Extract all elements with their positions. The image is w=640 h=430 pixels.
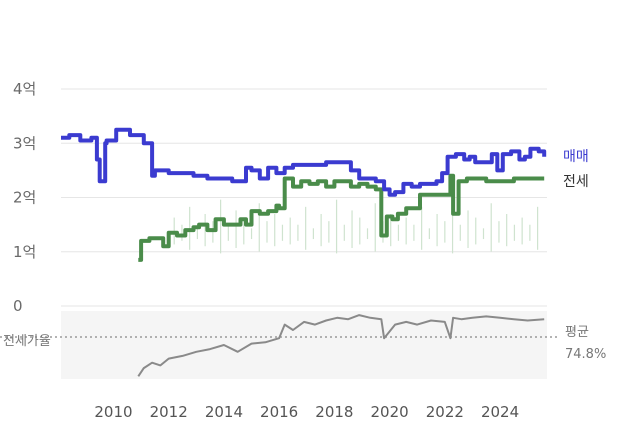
x-axis-ticks: 2010 2012 2014 2016 2018 2020 2022 2024 (94, 403, 519, 421)
series-line-sale (61, 127, 547, 197)
x-tick-label: 2022 (426, 403, 464, 421)
x-tick-label: 2012 (150, 403, 188, 421)
y-axis-ticks: 4억 3억 2억 1억 0 (13, 80, 36, 315)
y-tick-label: 2억 (13, 189, 36, 207)
x-tick-label: 2014 (205, 403, 243, 421)
x-tick-label: 2016 (260, 403, 298, 421)
average-label: 평균 (565, 325, 589, 340)
y-tick-label: 3억 (13, 134, 36, 152)
average-value: 74.8% (565, 347, 606, 362)
x-tick-label: 2020 (371, 403, 409, 421)
series-line-jeonse (138, 173, 545, 262)
y-tick-label: 1억 (13, 243, 36, 261)
gridlines (61, 88, 547, 307)
y-tick-label: 4억 (13, 80, 36, 98)
series-line-ratio (137, 314, 545, 377)
y-tick-label: 0 (13, 297, 23, 315)
x-tick-label: 2018 (315, 403, 353, 421)
series-label-sale: 매매 (563, 149, 589, 165)
x-tick-label: 2024 (481, 403, 519, 421)
series-label-jeonse: 전세 (563, 174, 589, 190)
ratio-axis-label: 전세가율 (3, 334, 51, 349)
x-tick-label: 2010 (94, 403, 132, 421)
